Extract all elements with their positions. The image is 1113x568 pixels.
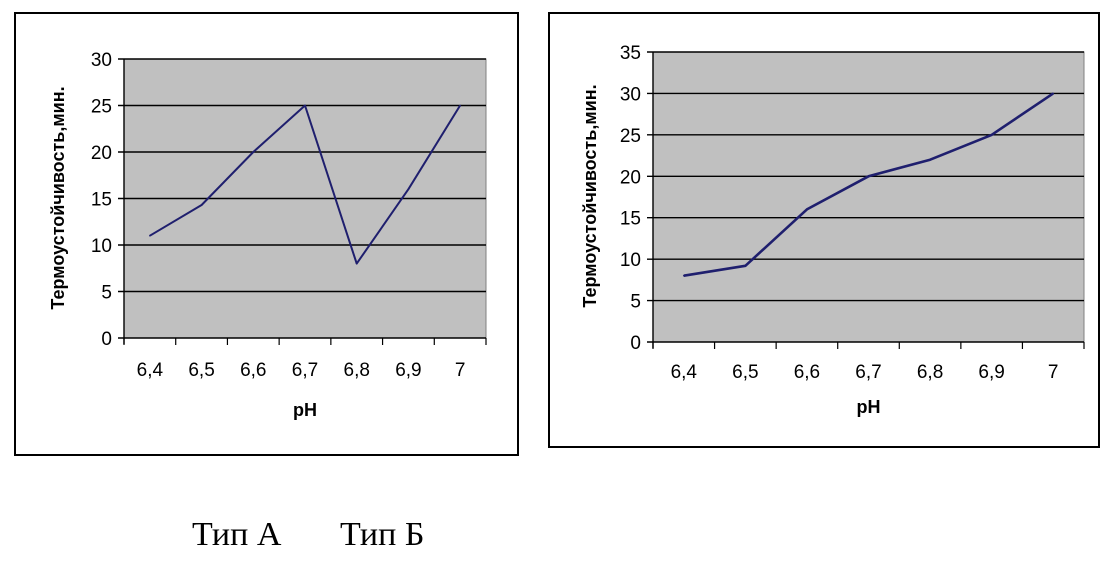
caption-type-b: Тип Б (340, 516, 425, 553)
chart-a-x-tick-label: 6,5 (188, 360, 214, 381)
chart-a-y-tick-label: 5 (101, 283, 112, 304)
chart-b-x-tick-label: 6,6 (794, 362, 820, 383)
chart-a-data-point (149, 234, 151, 237)
chart-b-data-point (1052, 92, 1055, 95)
chart-b-y-axis-label: Термоустойчивость,мин. (580, 84, 600, 307)
chart-a-x-axis-label: pH (293, 400, 317, 420)
chart-b-y-tick-label: 20 (620, 167, 641, 188)
chart-b-data-point (929, 158, 931, 161)
chart-b-x-tick-label: 7 (1048, 362, 1059, 383)
chart-a-data-point (407, 188, 410, 190)
chart-b-data-point (806, 208, 808, 211)
chart-b-y-tick-label: 35 (620, 43, 641, 64)
chart-b-y-tick-label: 10 (620, 250, 641, 271)
chart-a-x-tick-label: 6,8 (344, 360, 370, 381)
chart-b-x-axis-label: pH (857, 397, 881, 417)
chart-a-x-tick-label: 6,7 (292, 360, 318, 381)
chart-b-plot-area (652, 51, 1085, 343)
chart-b-y-tick-label: 5 (630, 292, 641, 313)
chart-b-y-tick-label: 25 (620, 126, 641, 147)
chart-b-x-tick-label: 6,4 (671, 362, 698, 383)
chart-a-y-tick-label: 0 (101, 329, 112, 350)
chart-b-x-tick-label: 6,8 (917, 362, 943, 383)
caption-type-a: Тип А (192, 516, 282, 553)
chart-a-x-tick-label: 6,9 (395, 360, 421, 381)
chart-b-data-point (682, 274, 685, 277)
chart-a-y-tick-label: 10 (91, 236, 112, 257)
chart-a-y-axis-label: Термоустойчивость,мин. (48, 86, 68, 309)
chart-a-data-point (459, 104, 461, 107)
chart-a-y-tick-label: 15 (91, 190, 112, 211)
chart-a-data-point (252, 151, 255, 153)
chart-a-x-tick-label: 6,6 (240, 360, 266, 381)
chart-b-x-tick-label: 6,9 (978, 362, 1004, 383)
chart-a-y-tick-label: 25 (91, 97, 112, 118)
chart-b-x-tick-label: 6,7 (855, 362, 881, 383)
chart-b-data-point (867, 175, 870, 178)
chart-a-data-point (355, 262, 358, 265)
chart-a-x-tick-label: 7 (455, 360, 466, 381)
chart-b-data-point (744, 264, 747, 267)
chart-b-y-tick-label: 15 (620, 209, 641, 230)
chart-b-x-tick-label: 6,5 (732, 362, 758, 383)
chart-b-y-tick-label: 0 (630, 333, 641, 354)
chart-a-data-point (304, 104, 306, 107)
chart-a-y-tick-label: 20 (91, 143, 112, 164)
chart-b-data-point (990, 134, 993, 136)
chart-a-y-tick-label: 30 (91, 50, 112, 71)
chart-a-data-point (200, 204, 203, 206)
chart-b-y-tick-label: 30 (620, 84, 641, 105)
chart-a-x-tick-label: 6,4 (137, 360, 164, 381)
